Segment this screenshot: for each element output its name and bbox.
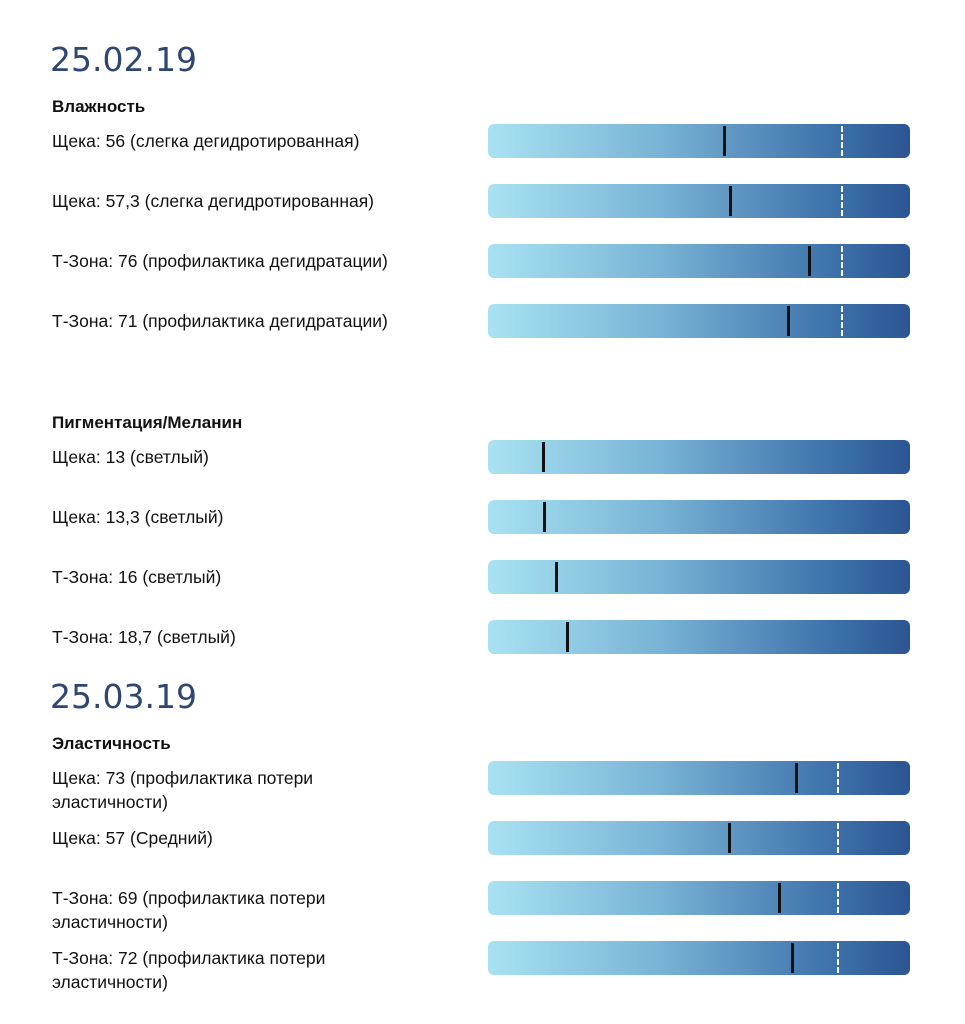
site: Т-Зона: [52, 567, 114, 587]
value-marker [728, 186, 732, 216]
threshold-line [841, 186, 844, 216]
value-text: 73 [105, 768, 126, 788]
value-marker [727, 823, 731, 853]
value-marker [554, 562, 558, 592]
value-marker [565, 622, 569, 652]
site: Т-Зона: [52, 311, 114, 331]
measurement-label: Т-Зона: 18,7 (светлый) [52, 625, 412, 649]
site: Т-Зона: [52, 627, 114, 647]
note: (слегка дегидротированная) [130, 131, 360, 151]
measurement-label: Щека: 73 (профилактика потери эластичности… [52, 766, 412, 814]
note: (светлый) [156, 627, 236, 647]
value-text: 56 [105, 131, 126, 151]
value-marker [807, 246, 811, 276]
value-text: 13,3 [105, 507, 140, 527]
value-text: 57,3 [105, 191, 140, 211]
measurement-label: Т-Зона: 69 (профилактика потери эластичнос… [52, 886, 412, 934]
note: (профилактика потери эластичности) [52, 768, 314, 812]
group-title: Пигментация/Меланин [52, 413, 243, 432]
value-text: 76 [117, 251, 138, 271]
gauge-bar [488, 620, 910, 654]
value-marker [541, 442, 545, 472]
threshold-line [837, 823, 840, 853]
note: (светлый) [130, 447, 209, 467]
value-marker [778, 883, 782, 913]
date-heading: 25.02.19 [50, 40, 197, 79]
gauge-bar [488, 941, 910, 975]
note: (светлый) [144, 507, 224, 527]
site: Щека: [52, 507, 101, 527]
site: Щека: [52, 447, 101, 467]
measurement-label: Щека: 13,3 (светлый) [52, 505, 412, 529]
gauge-bar [488, 184, 910, 218]
measurement-label: Т-Зона: 72 (профилактика потери эластичнос… [52, 946, 412, 994]
measurement-label: Т-Зона: 16 (светлый) [52, 565, 412, 589]
threshold-line [837, 763, 840, 793]
site: Щека: [52, 828, 101, 848]
gauge-bar [488, 560, 910, 594]
note: (Средний) [130, 828, 213, 848]
gauge-bar [488, 881, 910, 915]
site: Щека: [52, 191, 101, 211]
group-title: Эластичность [52, 734, 171, 753]
value-text: 72 [117, 948, 138, 968]
value-marker [795, 763, 799, 793]
measurement-label: Щека: 57 (Средний) [52, 826, 412, 850]
value-marker [790, 943, 794, 973]
threshold-line [841, 126, 844, 156]
note: (профилактика дегидратации) [142, 251, 388, 271]
note: (профилактика дегидратации) [142, 311, 388, 331]
gauge-bar [488, 124, 910, 158]
value-marker [786, 306, 790, 336]
measurement-label: Щека: 57,3 (слегка дегидротированная) [52, 189, 412, 213]
value-text: 69 [117, 888, 138, 908]
threshold-line [837, 943, 840, 973]
threshold-line [837, 883, 840, 913]
value-marker [543, 502, 547, 532]
date-heading: 25.03.19 [50, 677, 197, 716]
measurement-label: Т-Зона: 76 (профилактика дегидратации) [52, 249, 412, 273]
gauge-bar [488, 440, 910, 474]
site: Т-Зона: [52, 948, 114, 968]
gauge-bar [488, 821, 910, 855]
value-text: 18,7 [117, 627, 153, 647]
value-text: 57 [105, 828, 126, 848]
measurement-label: Щека: 13 (светлый) [52, 445, 412, 469]
measurement-label: Щека: 56 (слегка дегидротированная) [52, 129, 412, 153]
threshold-line [841, 306, 844, 336]
measurement-label: Т-Зона: 71 (профилактика дегидратации) [52, 309, 412, 333]
site: Щека: [52, 131, 101, 151]
note: (профилактика потери эластичности) [52, 888, 326, 932]
threshold-line [841, 246, 844, 276]
gauge-bar [488, 761, 910, 795]
value-text: 71 [117, 311, 138, 331]
gauge-bar [488, 304, 910, 338]
gauge-bar [488, 244, 910, 278]
gauge-bar [488, 500, 910, 534]
site: Щека: [52, 768, 101, 788]
value-text: 16 [117, 567, 138, 587]
value-text: 13 [105, 447, 126, 467]
note: (профилактика потери эластичности) [52, 948, 326, 992]
site: Т-Зона: [52, 888, 114, 908]
group-title: Влажность [52, 97, 146, 116]
value-marker [723, 126, 727, 156]
note: (слегка дегидротированная) [144, 191, 375, 211]
site: Т-Зона: [52, 251, 114, 271]
note: (светлый) [142, 567, 222, 587]
